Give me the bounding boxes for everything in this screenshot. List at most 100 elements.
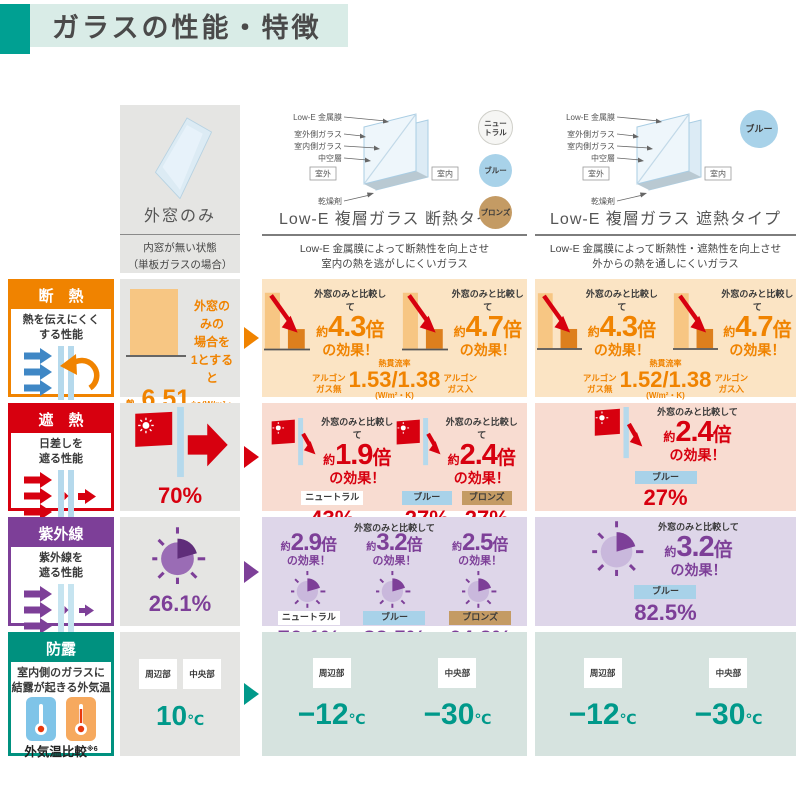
metric-name: 外気温比較	[24, 744, 87, 759]
factor-approx: 約	[451, 542, 462, 553]
baseline-bar-chart	[126, 289, 186, 387]
row-label-uv: 紫外線 紫外線を 遮る性能 紫外線カット率※5	[8, 517, 114, 658]
color-chip-neutral: ニュー トラル	[478, 110, 513, 145]
variant-badge-neutral: ニュートラル	[301, 491, 364, 505]
gas-with-label: アルゴン ガス入	[714, 373, 749, 394]
cell-dannetsu-uv: 外窓のみと比較して 約 2.9 倍 の効果！	[262, 517, 527, 650]
factor-value: 約 3.2 倍	[366, 531, 422, 555]
factor-number: 3.2	[676, 530, 714, 563]
factor-number: 2.4	[459, 439, 498, 471]
comparison-block: 外窓のみと比較して 約 4.3 倍 の効果！	[537, 287, 659, 358]
column-caption-outer: 内窓が無い状態 （単板ガラスの場合）	[127, 242, 233, 271]
row-title: 防露	[11, 635, 111, 662]
effect-label: の効果！	[593, 342, 650, 358]
factor-number: 4.7	[465, 311, 504, 343]
factor-times: 倍	[321, 537, 338, 554]
column-title-shanetsu: Low-E 複層ガラス 遮熱タイプ	[550, 210, 781, 228]
baseline-note: 外窓のみの 場合を 1とすると	[190, 299, 234, 385]
double-glazing-diagram-icon: Low-E 金属膜 室外側ガラス 室内側ガラス 中空層 乾燥剤 室外 室内	[293, 112, 459, 206]
effect-label: の効果！	[329, 470, 386, 486]
variant-badge-blue: ブルー	[634, 470, 697, 485]
effect-label: の効果！	[670, 561, 727, 578]
factor-times: 倍	[502, 320, 522, 341]
temperature-value: −30 ℃	[695, 700, 763, 730]
row-title: 遮 熱	[11, 406, 111, 433]
temperature-unit: ℃	[348, 711, 366, 727]
factor-value: 約 2.5 倍	[452, 531, 508, 555]
uv-pie-sun-icon	[462, 570, 497, 608]
factor-value: 約 4.7 倍	[721, 313, 794, 342]
temperature-group: 周辺部 −12 ℃	[569, 658, 637, 730]
factor-times: 倍	[713, 539, 733, 561]
row-metric: 外気温比較※6	[24, 741, 97, 760]
temperature-value: −12 ℃	[298, 700, 366, 730]
row-arrow-boro-icon	[243, 683, 259, 705]
temperature-unit: ℃	[619, 711, 637, 727]
metric-number: 1.53/1.38	[348, 366, 441, 392]
diagram-label-metal: Low-E 金属膜	[293, 112, 342, 122]
temperature-unit: ℃	[187, 711, 205, 728]
column-header-shanetsu: Low-E 金属膜 室外側ガラス 室内側ガラス 中空層 乾燥剤 室外 室内 ブル…	[535, 105, 796, 273]
factor-approx: 約	[280, 542, 291, 553]
temperature-number: −30	[694, 698, 746, 731]
row-title: 紫外線	[11, 520, 111, 547]
diagram-label-metal: Low-E 金属膜	[566, 112, 615, 122]
factor-number: 4.7	[735, 311, 773, 343]
u-value-line: アルゴン ガス無 熱貫流率 1.53/1.38 (W/m²・K) アルゴン ガス…	[262, 359, 527, 400]
compare-note: 外窓のみと比較して	[314, 289, 387, 312]
metric-name: 熱貫流率	[649, 359, 682, 369]
factor-number: 3.2	[376, 529, 407, 556]
comparison-block: 外窓のみと比較して 約 4.7 倍 の効果！	[672, 287, 795, 358]
factor-times: 倍	[712, 425, 732, 447]
color-chip-bronze: ブロンズ	[479, 196, 512, 229]
divider	[120, 233, 240, 235]
factor-number: 2.4	[675, 416, 713, 449]
comparison-block: 外窓のみと比較して 約 2.4 倍 の効果！ ブルー 27%	[395, 413, 520, 531]
column-header-outer-only: 外窓のみ 内窓が無い状態 （単板ガラスの場合）	[120, 105, 240, 273]
compare-note: 外窓のみと比較して	[321, 417, 394, 440]
factor-number: 2.9	[290, 529, 322, 556]
cell-outer-boro: 周辺部 中央部 10 ℃	[120, 632, 240, 756]
factor-approx: 約	[323, 453, 336, 467]
diagram-label-inner-glass: 室内側ガラス	[567, 141, 615, 151]
comparison-bar-chart-icon	[537, 293, 583, 350]
factor-approx: 約	[366, 542, 377, 553]
uv-pie-sun-icon	[376, 570, 411, 608]
glass-structure-diagram: Low-E 金属膜 室外側ガラス 室内側ガラス 中空層 乾燥剤 室外 室内 ニュ…	[262, 107, 527, 229]
color-chip-list: ブルー	[740, 110, 778, 148]
column-title-dannetsu: Low-E 複層ガラス 断熱タイプ	[279, 210, 510, 228]
diagram-label-outer-glass: 室外側ガラス	[567, 129, 615, 139]
single-glass-illustration	[154, 117, 213, 199]
factor-number: 4.3	[599, 311, 638, 343]
variant-badge-blue: ブルー	[401, 491, 452, 505]
variant-badge-bronze: ブロンズ	[449, 610, 512, 625]
position-badge-center: 中央部	[438, 658, 477, 688]
compare-note: 外窓のみと比較して	[451, 289, 524, 312]
compare-note: 外窓のみと比較して	[354, 523, 435, 533]
comparison-block: 外窓のみと比較して 約 1.9 倍 の効果！ ニュートラル 43	[270, 413, 395, 531]
effect-label: の効果！	[453, 470, 510, 486]
baseline	[126, 355, 186, 357]
sun-deflect-icon	[594, 407, 643, 459]
uv-pie-sun-icon	[152, 527, 206, 585]
comparison-table: 外窓のみ 内窓が無い状態 （単板ガラスの場合） Low-E 金属膜 室外	[8, 105, 796, 759]
row-label-boro: 防露 室内側のガラスに 結露が起きる外気温 外気温比較※6	[8, 632, 114, 759]
temperature-value: 10 ℃	[156, 701, 205, 730]
row-description: 熱を伝えにくく する性能	[22, 314, 100, 342]
compare-note: 外窓のみと比較して	[657, 407, 738, 418]
effect-label: の効果！	[459, 342, 516, 358]
insulation-icon	[24, 345, 100, 400]
effect-label: の効果！	[286, 555, 331, 567]
temperature-unit: ℃	[474, 711, 492, 727]
position-badge-center: 中央部	[709, 658, 748, 688]
row-arrow-shanetsu-icon	[243, 446, 259, 468]
temperature-group: 中央部 −30 ℃	[423, 658, 492, 731]
gas-without-label: アルゴン ガス無	[582, 373, 617, 394]
variant-badge-neutral: ニュートラル	[277, 610, 340, 625]
factor-approx: 約	[316, 325, 329, 339]
factor-times: 倍	[496, 448, 516, 469]
column-title-outer: 外窓のみ	[143, 207, 216, 225]
temperature-number: −30	[423, 698, 475, 731]
comparison-bar-chart-icon	[672, 293, 718, 350]
